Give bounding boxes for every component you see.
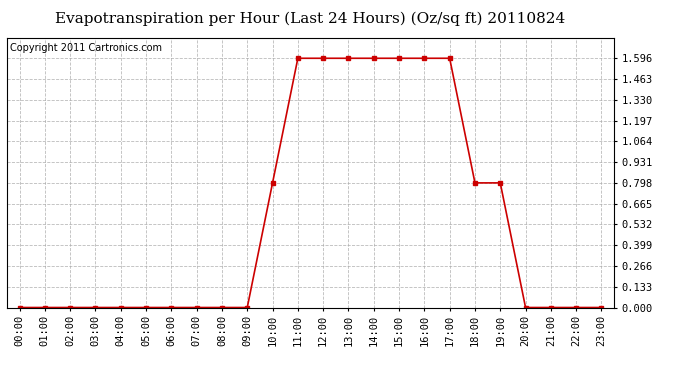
Text: Copyright 2011 Cartronics.com: Copyright 2011 Cartronics.com	[10, 43, 162, 53]
Text: Evapotranspiration per Hour (Last 24 Hours) (Oz/sq ft) 20110824: Evapotranspiration per Hour (Last 24 Hou…	[55, 11, 566, 26]
